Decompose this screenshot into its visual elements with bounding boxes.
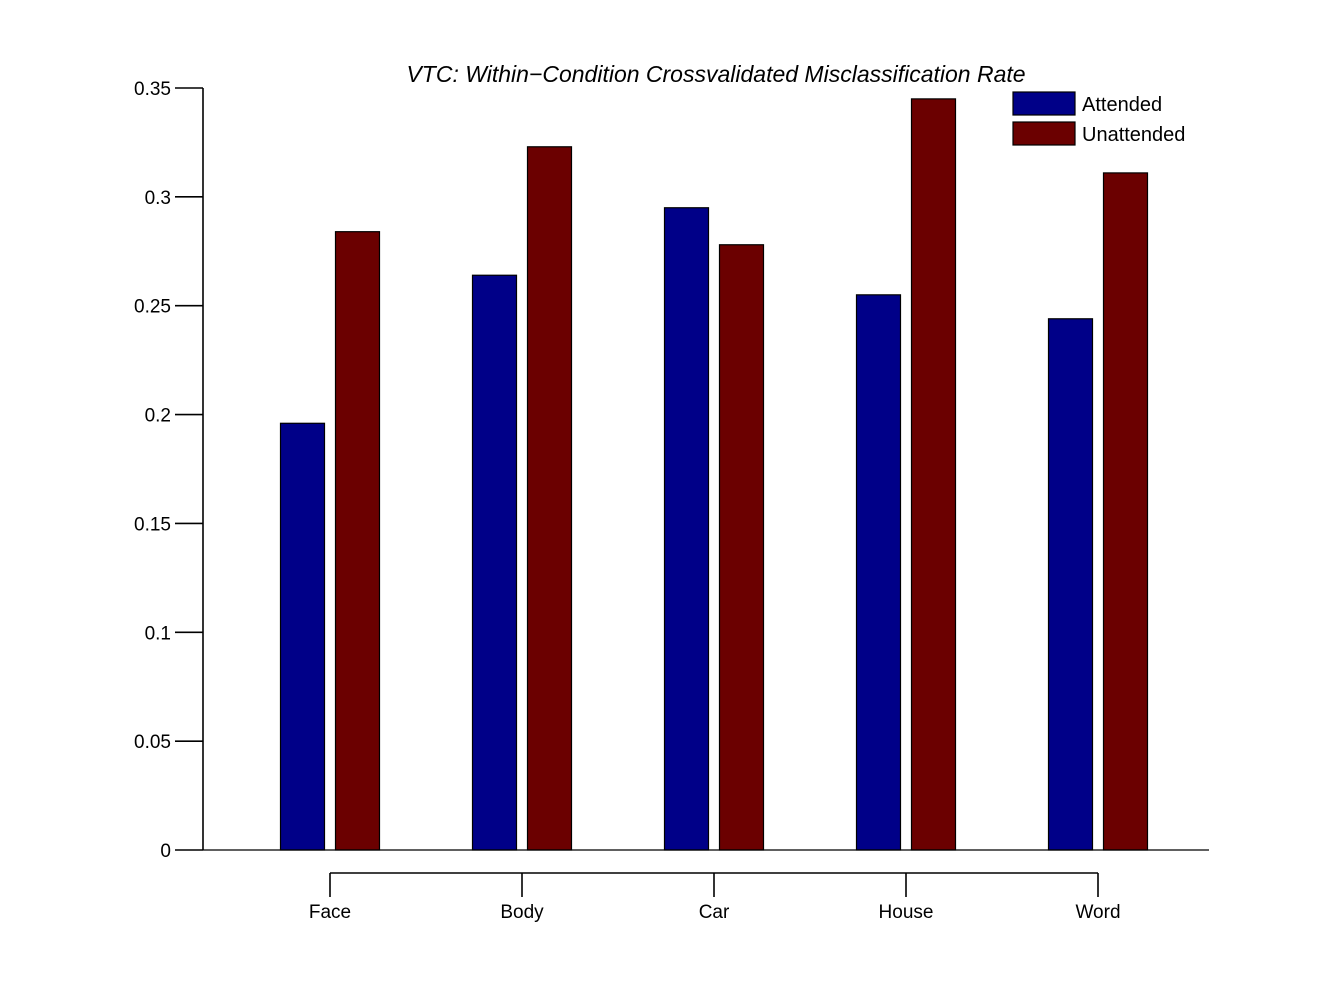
y-tick-label: 0.2 xyxy=(145,406,171,427)
y-tick-label: 0 xyxy=(160,841,171,862)
bar-unattended-word xyxy=(1102,172,1149,851)
chart-title: VTC: Within−Condition Crossvalidated Mis… xyxy=(406,61,1025,87)
bar-attended-body xyxy=(471,274,518,851)
legend-swatch-unattended xyxy=(1012,121,1076,146)
legend: Attended Unattended xyxy=(1012,91,1185,146)
x-tick-label: Car xyxy=(699,902,730,923)
bars-group xyxy=(279,98,1149,851)
x-tick-label: House xyxy=(879,902,934,923)
legend-label-unattended: Unattended xyxy=(1082,124,1185,146)
y-tick-label: 0.35 xyxy=(134,79,171,100)
bar-attended-car xyxy=(663,207,710,851)
y-axis: 0 0.05 0.1 0.15 0.2 0.25 0.3 0.35 xyxy=(134,79,1209,862)
x-tick-label: Word xyxy=(1075,902,1120,923)
bar-attended-word xyxy=(1047,318,1094,851)
x-tick-label: Body xyxy=(500,902,544,923)
bar-attended-face xyxy=(279,422,326,851)
x-tick-label: Face xyxy=(309,902,351,923)
y-tick-label: 0.3 xyxy=(145,188,171,209)
bar-unattended-body xyxy=(526,146,573,851)
legend-swatch-attended xyxy=(1012,91,1076,116)
y-tick-label: 0.25 xyxy=(134,297,171,318)
y-tick-label: 0.1 xyxy=(145,623,171,644)
legend-label-attended: Attended xyxy=(1082,94,1162,116)
bar-unattended-car xyxy=(718,244,765,851)
bar-unattended-house xyxy=(910,98,957,851)
bar-attended-house xyxy=(855,294,902,851)
x-axis: Face Body Car House Word xyxy=(309,872,1121,923)
y-tick-label: 0.05 xyxy=(134,732,171,753)
bar-unattended-face xyxy=(334,231,381,851)
y-tick-label: 0.15 xyxy=(134,514,171,535)
